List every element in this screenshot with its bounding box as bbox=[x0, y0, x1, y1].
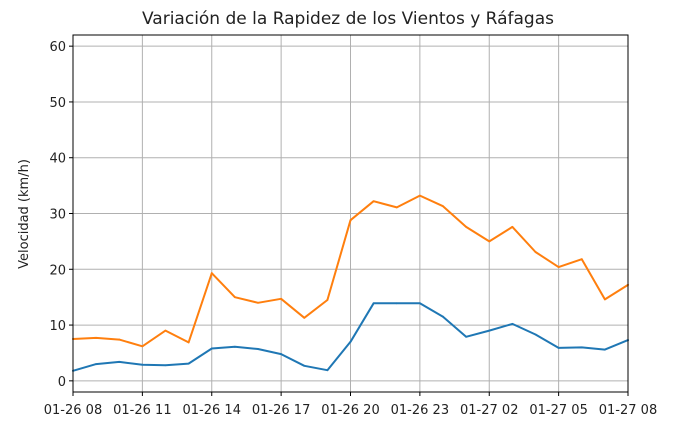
data-point bbox=[418, 194, 421, 197]
y-tick-label: 0 bbox=[58, 375, 66, 390]
data-point bbox=[326, 369, 329, 372]
data-point bbox=[210, 347, 213, 350]
data-point bbox=[488, 240, 491, 243]
data-point bbox=[187, 341, 190, 344]
data-point bbox=[280, 353, 283, 355]
data-point bbox=[465, 335, 468, 338]
data-point bbox=[95, 363, 98, 366]
data-point bbox=[326, 299, 329, 301]
data-point bbox=[603, 298, 606, 301]
data-point bbox=[442, 315, 444, 318]
x-tick-label: 01-27 08 bbox=[599, 403, 657, 418]
data-point bbox=[534, 251, 537, 253]
series-layer bbox=[72, 194, 629, 372]
y-tick-label: 40 bbox=[49, 152, 66, 167]
y-axis-label: Velocidad (km/h) bbox=[17, 159, 32, 269]
y-tick-label: 30 bbox=[49, 208, 66, 223]
data-point bbox=[418, 302, 421, 305]
data-point bbox=[280, 297, 283, 300]
data-point bbox=[187, 362, 190, 365]
data-point bbox=[141, 345, 144, 348]
data-point bbox=[395, 302, 398, 305]
data-point bbox=[395, 206, 398, 209]
data-point bbox=[164, 329, 167, 332]
data-point bbox=[141, 363, 144, 366]
x-tick-label: 01-26 17 bbox=[252, 403, 310, 418]
data-point bbox=[603, 348, 606, 351]
data-point bbox=[303, 364, 306, 367]
y-tick-label: 50 bbox=[49, 96, 66, 111]
x-tick-label: 01-26 23 bbox=[391, 403, 449, 418]
data-point bbox=[534, 333, 537, 336]
data-point bbox=[118, 338, 121, 341]
data-point bbox=[488, 329, 491, 332]
data-point bbox=[233, 296, 236, 299]
data-point bbox=[257, 348, 259, 350]
x-tick-label: 01-26 08 bbox=[44, 403, 102, 418]
x-tick-label: 01-26 14 bbox=[183, 403, 241, 418]
x-tick-label: 01-26 11 bbox=[113, 403, 171, 418]
data-point bbox=[164, 364, 167, 367]
chart-title: Variación de la Rapidez de los Vientos y… bbox=[142, 9, 554, 29]
data-point bbox=[580, 346, 583, 349]
data-point bbox=[303, 316, 306, 319]
y-tick-label: 20 bbox=[49, 263, 66, 278]
data-point bbox=[118, 360, 121, 363]
data-point bbox=[349, 219, 352, 222]
data-point bbox=[557, 266, 560, 268]
y-tick-label: 60 bbox=[49, 40, 66, 55]
data-point bbox=[95, 336, 98, 339]
data-point bbox=[257, 301, 259, 304]
data-point bbox=[372, 302, 375, 305]
data-point bbox=[511, 323, 514, 325]
x-axis: 01-26 08 01-26 11 01-26 14 01-26 17 01-26 20… bbox=[44, 392, 657, 418]
y-tick-label: 10 bbox=[49, 319, 66, 334]
data-point bbox=[511, 225, 514, 228]
x-tick-label: 01-26 20 bbox=[321, 403, 379, 418]
y-axis: 0 10 20 30 40 50 60 bbox=[49, 40, 73, 390]
x-tick-label: 01-27 05 bbox=[529, 403, 587, 418]
data-point bbox=[580, 258, 583, 261]
data-point bbox=[442, 205, 444, 208]
grid bbox=[72, 35, 629, 392]
data-point bbox=[349, 340, 352, 343]
data-point bbox=[465, 225, 468, 228]
x-tick-label: 01-27 02 bbox=[460, 403, 518, 418]
data-point bbox=[372, 200, 375, 203]
data-point bbox=[557, 347, 560, 349]
data-point bbox=[210, 272, 213, 275]
data-point bbox=[233, 345, 236, 348]
